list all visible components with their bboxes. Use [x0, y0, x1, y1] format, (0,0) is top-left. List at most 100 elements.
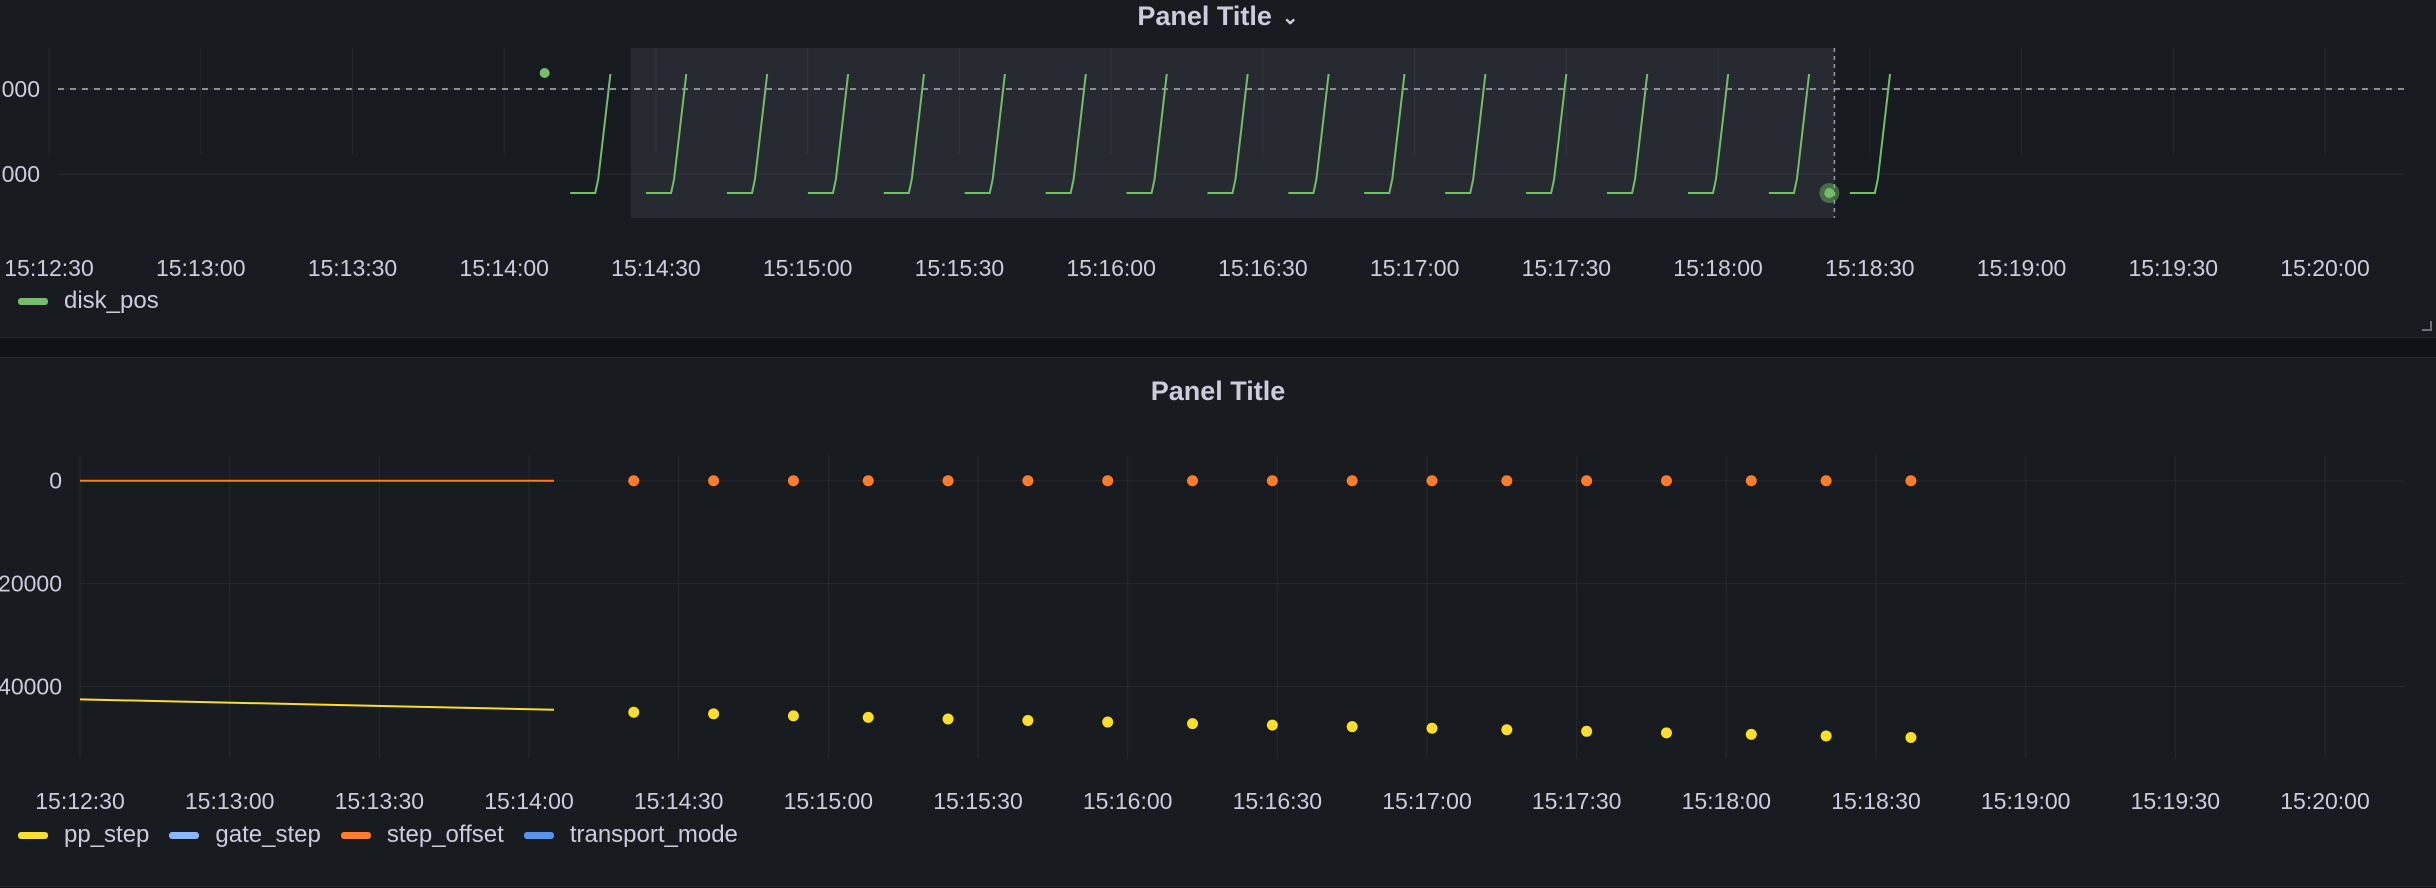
- data-point-step-offset: [787, 475, 799, 487]
- data-point-pp-step: [787, 710, 799, 722]
- legend-item-transport-mode[interactable]: transport_mode: [523, 821, 738, 849]
- series-line-disk-pos: [1445, 73, 1487, 194]
- y-tick-label: 000: [2, 161, 40, 187]
- x-tick-label: 15:15:30: [933, 788, 1023, 814]
- panel-title[interactable]: Panel Title: [0, 376, 2436, 407]
- series-line-disk-pos: [964, 73, 1006, 194]
- legend-swatch: [18, 297, 48, 305]
- x-tick-label: 15:14:30: [611, 255, 701, 281]
- x-tick-label: 15:15:00: [763, 255, 853, 281]
- data-point-step-offset: [942, 475, 954, 487]
- data-point-pp-step: [1820, 730, 1832, 742]
- x-tick-label: 15:18:00: [1673, 255, 1763, 281]
- data-point-step-offset: [1022, 475, 1034, 487]
- legend-label[interactable]: gate_step: [215, 821, 321, 848]
- data-point-step-offset: [1820, 475, 1832, 487]
- x-tick-label: 15:12:30: [4, 255, 94, 281]
- x-tick-label: 15:12:30: [35, 788, 125, 814]
- x-tick-label: 15:16:30: [1233, 788, 1323, 814]
- series-line-disk-pos: [1288, 73, 1330, 194]
- data-point-pp-step: [628, 706, 640, 718]
- data-point-pp-step: [1102, 716, 1114, 728]
- series-line-disk-pos: [646, 73, 688, 194]
- data-point-pp-step: [1660, 727, 1672, 739]
- x-tick-label: 15:20:00: [2280, 255, 2370, 281]
- legend: disk_pos: [18, 287, 179, 315]
- data-point-step-offset: [628, 475, 640, 487]
- x-tick-label: 15:14:00: [459, 255, 549, 281]
- series-line-disk-pos: [1207, 73, 1249, 194]
- x-tick-label: 15:13:30: [308, 255, 398, 281]
- legend-swatch: [169, 831, 200, 839]
- data-point-step-offset: [1905, 475, 1917, 487]
- data-point-pp-step: [1426, 722, 1438, 734]
- data-point-step-offset: [1745, 475, 1757, 487]
- legend-label[interactable]: transport_mode: [569, 821, 738, 848]
- data-point-step-offset: [1660, 475, 1672, 487]
- legend-item-step-offset[interactable]: step_offset: [340, 821, 504, 849]
- x-tick-label: 15:19:00: [1981, 788, 2071, 814]
- data-point-pp-step: [1501, 724, 1513, 736]
- x-tick-label: 15:20:00: [2280, 788, 2370, 814]
- x-tick-label: 15:19:30: [2129, 255, 2219, 281]
- x-tick-label: 15:15:30: [915, 255, 1005, 281]
- time-series-chart-disk-pos[interactable]: 15:12:30 15:13:00 15:13:30 15:14:00 15:14:30…: [0, 0, 2436, 339]
- y-tick-label: 0: [49, 468, 62, 494]
- data-point-step-offset: [1581, 475, 1593, 487]
- series-line-disk-pos: [807, 73, 850, 194]
- panel-title-text[interactable]: Panel Title: [1150, 376, 1286, 406]
- x-tick-label: 15:17:00: [1370, 255, 1460, 281]
- x-tick-label: 15:17:30: [1532, 788, 1622, 814]
- data-point-step-offset: [1187, 475, 1199, 487]
- series-line-disk-pos: [570, 73, 612, 194]
- data-point-step-offset: [1346, 475, 1358, 487]
- x-tick-label: 15:19:30: [2131, 788, 2221, 814]
- x-tick-label: 15:16:00: [1083, 788, 1173, 814]
- x-tick-label: 15:18:30: [1831, 788, 1921, 814]
- panel-disk-pos: Panel Title ⌄ 15:12:30 15:13:00 15:13:30 15:…: [0, 0, 2436, 338]
- x-tick-label: 15:15:00: [784, 788, 874, 814]
- legend-item-disk-pos[interactable]: disk_pos: [18, 287, 159, 315]
- x-tick-label: 15:17:00: [1382, 788, 1472, 814]
- series-line-disk-pos: [726, 73, 769, 194]
- x-tick-label: 15:13:30: [335, 788, 425, 814]
- series-line-disk-pos: [1687, 73, 1730, 194]
- legend-swatch: [18, 831, 48, 839]
- x-tick-label: 15:17:30: [1522, 255, 1612, 281]
- x-tick-label: 15:13:00: [185, 788, 275, 814]
- chevron-down-icon[interactable]: ⌄: [1281, 7, 1299, 30]
- data-point-step-offset: [1102, 475, 1114, 487]
- legend-item-pp-step[interactable]: pp_step: [18, 821, 149, 849]
- panel-title[interactable]: Panel Title ⌄: [0, 1, 2436, 32]
- data-point-step-offset: [1426, 475, 1438, 487]
- data-point-pp-step: [1187, 718, 1199, 730]
- legend-label[interactable]: step_offset: [386, 821, 504, 848]
- data-point-step-offset: [1501, 475, 1513, 487]
- data-point-pp-step: [1346, 721, 1358, 733]
- data-point-pp-step: [1745, 728, 1757, 740]
- series-line-disk-pos: [1768, 73, 1811, 194]
- panel-resize-handle[interactable]: [2422, 321, 2432, 331]
- data-point-pp-step: [862, 711, 874, 723]
- x-tick-label: 15:16:30: [1218, 255, 1308, 281]
- data-point-pp-step: [1266, 719, 1278, 731]
- legend-label[interactable]: disk_pos: [64, 287, 159, 314]
- series-line-disk-pos: [883, 73, 925, 194]
- time-series-chart-steps[interactable]: 15:12:30 15:13:00 15:13:30 15:14:00 15:14:30…: [0, 358, 2436, 888]
- series-line-disk-pos: [1526, 73, 1568, 194]
- data-point-disk-pos: [539, 68, 550, 78]
- panel-title-text[interactable]: Panel Title: [1137, 1, 1272, 31]
- legend-label[interactable]: pp_step: [64, 821, 150, 848]
- series-line-disk-pos: [1126, 73, 1168, 194]
- legend: pp_step gate_step step_offset transport_…: [18, 821, 758, 849]
- data-point-step-offset: [862, 475, 874, 487]
- series-line-disk-pos: [1849, 73, 1892, 194]
- panel-steps: Panel Title 15:12:30 15:13:00 15:13:30 15:1…: [0, 357, 2436, 887]
- data-point-pp-step: [1022, 715, 1034, 727]
- x-tick-label: 15:18:00: [1682, 788, 1772, 814]
- data-point-step-offset: [1266, 475, 1278, 487]
- x-tick-label: 15:16:00: [1066, 255, 1156, 281]
- legend-item-gate-step[interactable]: gate_step: [169, 821, 321, 849]
- series-line-disk-pos: [1045, 73, 1087, 194]
- hover-point[interactable]: [1824, 188, 1835, 198]
